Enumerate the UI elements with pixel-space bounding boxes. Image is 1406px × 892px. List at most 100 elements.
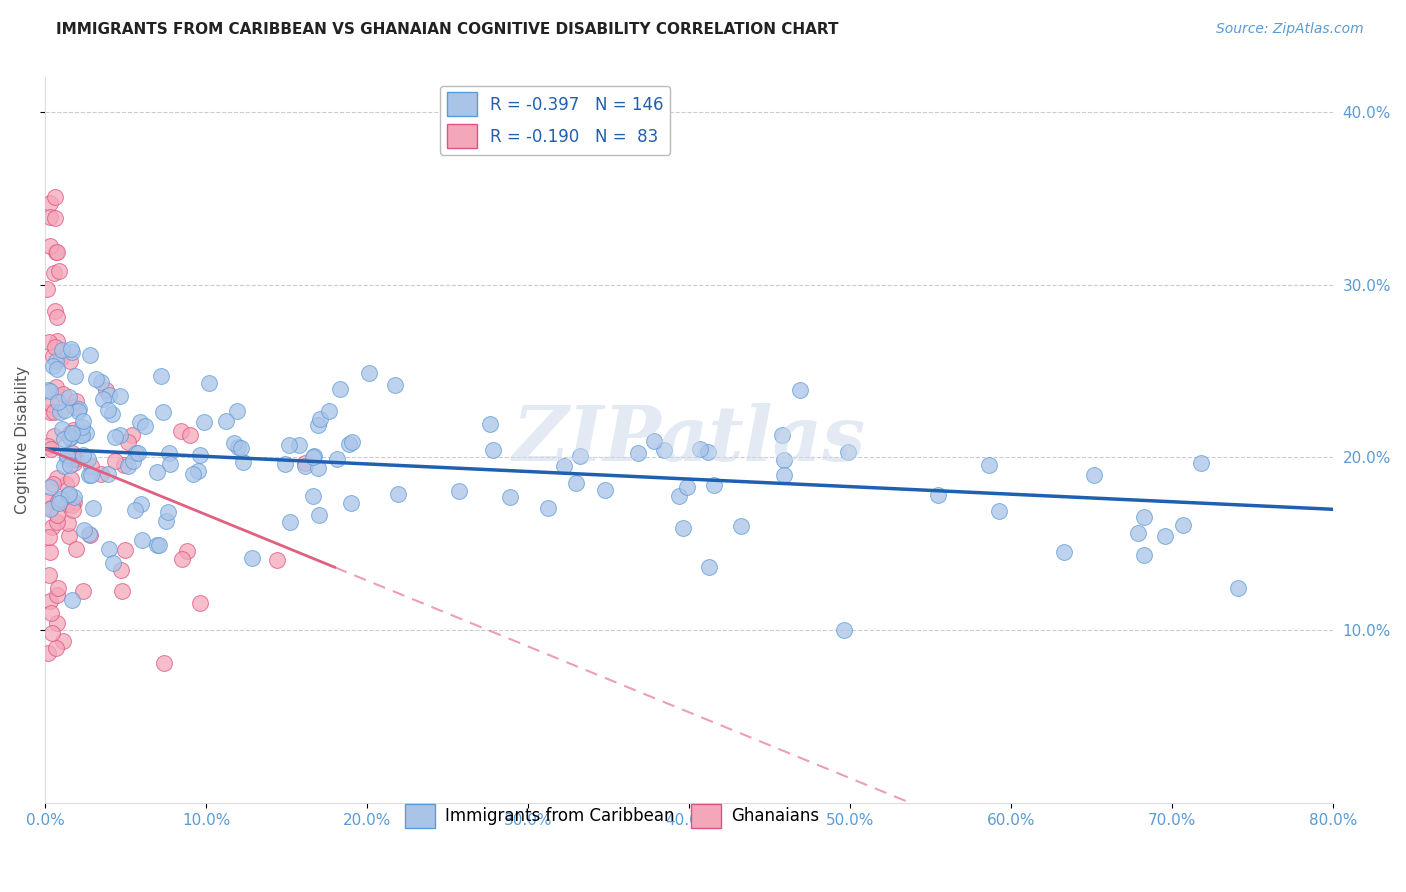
- Point: [42, 266, 65, 280]
- Point: [65, 393, 87, 408]
- Point: [97, 402, 120, 417]
- Point: [46, 471, 69, 485]
- Point: [44, 190, 66, 204]
- Point: [170, 552, 193, 566]
- Point: [42, 429, 65, 443]
- Point: [342, 435, 364, 450]
- Point: [155, 514, 177, 528]
- Point: [60, 343, 83, 357]
- Point: [229, 441, 252, 455]
- Point: [65, 541, 87, 556]
- Point: [51, 422, 73, 436]
- Point: [307, 460, 329, 475]
- Point: [39, 502, 62, 516]
- Point: [770, 428, 793, 442]
- Point: [60, 593, 83, 607]
- Point: [675, 480, 697, 494]
- Point: [70, 427, 93, 442]
- Point: [41, 349, 63, 363]
- Point: [41, 520, 63, 534]
- Point: [60, 499, 83, 513]
- Point: [70, 420, 93, 434]
- Point: [79, 527, 101, 541]
- Point: [117, 435, 139, 450]
- Point: [75, 426, 97, 441]
- Point: [38, 196, 60, 211]
- Point: [977, 458, 1000, 472]
- Point: [1133, 509, 1156, 524]
- Point: [45, 515, 67, 529]
- Point: [65, 452, 87, 467]
- Point: [302, 450, 325, 464]
- Point: [38, 210, 60, 224]
- Point: [627, 446, 650, 460]
- Point: [449, 483, 471, 498]
- Point: [49, 405, 72, 419]
- Point: [188, 448, 211, 462]
- Point: [76, 452, 98, 467]
- Point: [128, 415, 150, 429]
- Point: [1052, 545, 1074, 559]
- Point: [553, 458, 575, 473]
- Point: [59, 430, 82, 444]
- Point: [82, 501, 104, 516]
- Point: [37, 493, 59, 508]
- Point: [152, 405, 174, 419]
- Point: [46, 310, 69, 324]
- Point: [197, 376, 219, 391]
- Point: [318, 404, 340, 418]
- Point: [48, 263, 70, 277]
- Point: [101, 556, 124, 570]
- Point: [72, 414, 94, 428]
- Point: [45, 334, 67, 348]
- Point: [60, 425, 83, 440]
- Point: [101, 407, 124, 421]
- Point: [339, 496, 361, 510]
- Point: [134, 418, 156, 433]
- Point: [53, 459, 76, 474]
- Point: [326, 452, 349, 467]
- Point: [159, 457, 181, 471]
- Point: [226, 404, 249, 418]
- Point: [1171, 517, 1194, 532]
- Point: [51, 386, 73, 401]
- Point: [46, 494, 69, 508]
- Point: [121, 454, 143, 468]
- Point: [91, 392, 114, 407]
- Point: [38, 334, 60, 349]
- Point: [73, 523, 96, 537]
- Point: [689, 442, 711, 456]
- Point: [59, 431, 82, 445]
- Point: [48, 495, 70, 509]
- Point: [63, 400, 86, 414]
- Point: [672, 521, 695, 535]
- Point: [62, 452, 84, 467]
- Point: [337, 437, 360, 451]
- Point: [148, 538, 170, 552]
- Point: [63, 369, 86, 384]
- Point: [114, 542, 136, 557]
- Point: [110, 564, 132, 578]
- Text: Source: ZipAtlas.com: Source: ZipAtlas.com: [1216, 22, 1364, 37]
- Point: [46, 581, 69, 595]
- Point: [987, 504, 1010, 518]
- Point: [67, 404, 90, 418]
- Point: [593, 483, 616, 497]
- Point: [124, 446, 146, 460]
- Point: [94, 383, 117, 397]
- Point: [131, 533, 153, 548]
- Point: [302, 489, 325, 503]
- Point: [329, 382, 352, 396]
- Point: [37, 646, 59, 660]
- Point: [59, 472, 82, 486]
- Point: [90, 467, 112, 481]
- Point: [112, 458, 135, 473]
- Point: [51, 343, 73, 358]
- Point: [44, 340, 66, 354]
- Point: [384, 378, 406, 392]
- Point: [49, 492, 72, 507]
- Point: [59, 354, 82, 368]
- Point: [55, 477, 77, 491]
- Point: [39, 606, 62, 620]
- Point: [146, 538, 169, 552]
